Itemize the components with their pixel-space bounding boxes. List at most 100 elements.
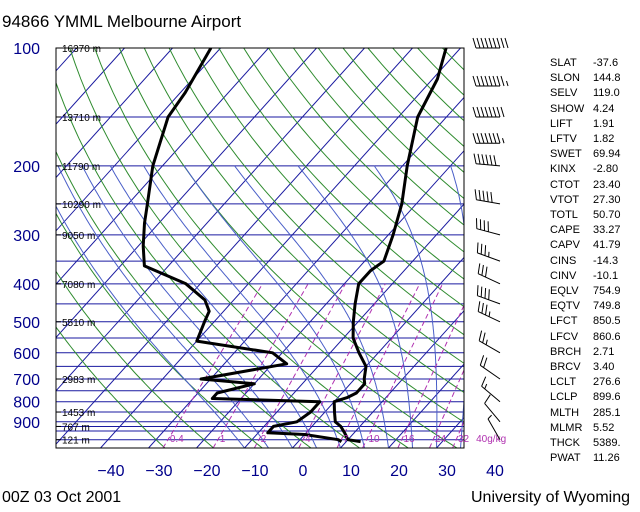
pressure-tick-label: 600 (13, 346, 40, 363)
temperature-tick-label: −40 (97, 463, 124, 480)
temperature-tick-label: 0 (299, 463, 308, 480)
moist-adiabat (56, 205, 245, 448)
mixing-ratio-line (253, 283, 346, 448)
index-name: CAPE (550, 224, 580, 237)
stability-indices: SLAT -37.6 SLON 144.8 SELV 119.0 SHOW 4.24 LIFT 1… (550, 56, 621, 466)
index-name: LCLP (550, 391, 578, 404)
dry-adiabat (168, 48, 464, 364)
index-row: CINS -14.3 (550, 254, 621, 269)
index-name: CINS (550, 254, 577, 267)
height-label: 10290 m (62, 200, 101, 211)
timestamp-label: 00Z 03 Oct 2001 (2, 489, 122, 506)
dry-adiabat (56, 270, 214, 448)
index-name: MLTH (550, 406, 580, 419)
moist-adiabat (297, 165, 413, 448)
dewpoint-profile (141, 48, 343, 443)
dry-adiabat (69, 48, 409, 448)
mixing-ratio-label: 0.4 (170, 434, 184, 445)
index-row: LFCV 860.6 (550, 330, 621, 345)
index-row: BRCH 2.71 (550, 345, 621, 360)
mixing-ratio-label: 24 (435, 434, 447, 445)
moist-adiabat (57, 165, 269, 448)
height-label: 121 m (62, 436, 90, 447)
index-value: 5389. (593, 437, 621, 450)
index-row: LFCT 850.5 (550, 314, 621, 329)
index-row: TOTL 50.70 (550, 208, 621, 223)
wind-barb (476, 242, 501, 262)
wind-barb (472, 106, 505, 118)
wind-barb (476, 285, 501, 305)
isotherm (148, 96, 464, 448)
index-row: EQTV 749.8 (550, 299, 621, 314)
index-value: 850.5 (593, 315, 621, 328)
mixing-ratio-label: 10 (368, 434, 380, 445)
isotherm (56, 48, 317, 339)
temperature-tick-label: 40 (486, 463, 504, 480)
index-name: LCLT (550, 376, 577, 389)
pressure-tick-label: 900 (13, 415, 40, 432)
index-value: 2.71 (593, 345, 615, 358)
mixing-ratio-line (298, 283, 386, 448)
index-row: SLON 144.8 (550, 71, 621, 86)
index-row: MLMR 5.52 (550, 421, 621, 436)
isotherm (340, 310, 464, 448)
wind-barb (487, 414, 501, 440)
mixing-ratio-label: 4 (305, 434, 311, 445)
grid-lines (56, 48, 464, 448)
index-name: SLAT (550, 57, 577, 69)
index-row: LCLP 899.6 (550, 390, 621, 405)
index-row: SHOW 4.24 (550, 102, 621, 117)
pressure-tick-label: 400 (13, 277, 40, 294)
index-value: -2.80 (593, 163, 619, 176)
wind-barb (474, 189, 501, 205)
dry-adiabat (56, 326, 166, 448)
index-value: 276.6 (593, 376, 621, 389)
pressure-tick-label: 100 (13, 41, 40, 58)
dry-adiabat (292, 48, 464, 226)
index-name: EQLV (550, 285, 579, 298)
dry-adiabat (94, 48, 458, 448)
index-value: -10.1 (593, 269, 619, 282)
mixing-ratio-line (452, 420, 464, 448)
height-label: 9050 m (62, 231, 95, 242)
index-row: SLAT -37.6 (550, 56, 621, 71)
index-value: 1.82 (593, 133, 615, 146)
mixing-ratio-label: 40g/kg (476, 434, 506, 445)
index-row: CAPV 41.79 (550, 238, 621, 253)
mixing-ratio-line (162, 283, 263, 448)
index-value: 144.8 (593, 72, 621, 85)
moist-adiabat (183, 165, 365, 448)
index-value: 69.94 (593, 148, 621, 161)
index-name: LIFT (550, 117, 573, 130)
index-value: 119.0 (593, 87, 620, 100)
wind-barb (472, 75, 509, 87)
temperature-tick-label: −20 (193, 463, 220, 480)
index-name: LFTV (550, 133, 577, 146)
index-name: CAPV (550, 239, 580, 252)
dry-adiabat (243, 48, 464, 280)
wind-barb (477, 263, 501, 285)
temperature-tick-label: −30 (145, 463, 172, 480)
index-name: LFCV (550, 330, 579, 343)
temperature-profile (332, 48, 448, 444)
index-name: MLMR (550, 421, 583, 434)
sounding-profiles (141, 48, 448, 444)
temperature-tick-label: 20 (390, 463, 408, 480)
index-name: CINV (550, 269, 577, 282)
index-name: LFCT (550, 315, 578, 328)
pressure-tick-label: 700 (13, 372, 40, 389)
index-value: 50.70 (593, 209, 621, 222)
index-row: LCLT 276.6 (550, 375, 621, 390)
index-value: 3.40 (593, 361, 615, 374)
isotherm (56, 48, 221, 232)
index-name: VTOT (550, 193, 580, 206)
height-label: 13710 m (62, 113, 101, 124)
pressure-tick-label: 200 (13, 159, 40, 176)
moist-adiabat (373, 165, 438, 448)
mixing-ratio-line (397, 304, 464, 448)
index-value: -14.3 (593, 254, 619, 267)
temperature-tick-label: 30 (438, 463, 456, 480)
mixing-ratio-label: 1 (220, 434, 226, 445)
isotherm (100, 48, 461, 448)
moist-adiabat (234, 165, 389, 448)
